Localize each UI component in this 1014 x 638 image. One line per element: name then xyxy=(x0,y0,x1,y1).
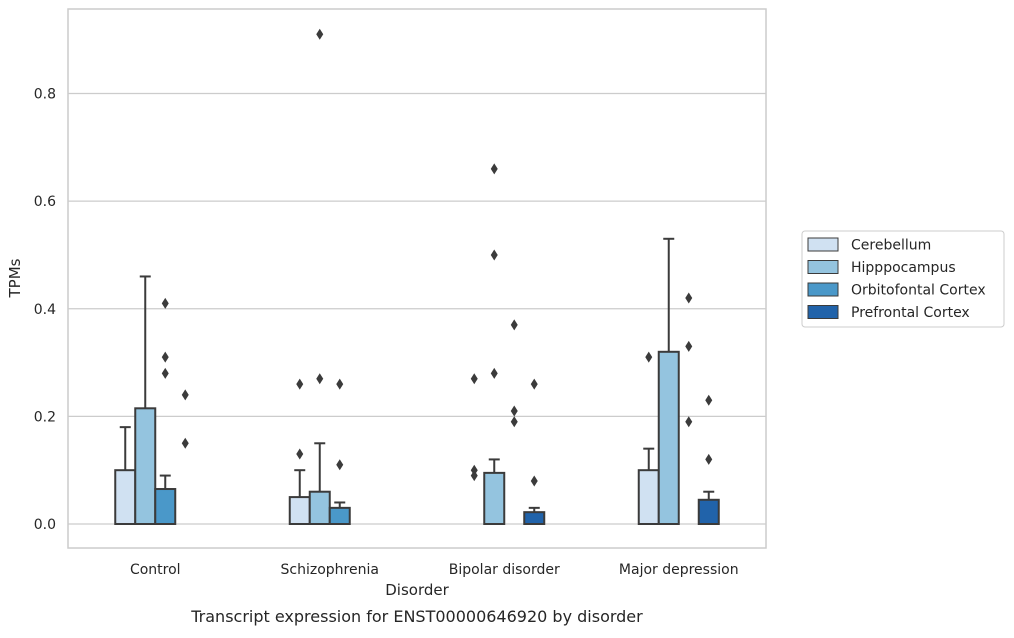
outlier-point xyxy=(530,475,538,487)
outlier-point xyxy=(705,394,713,406)
y-axis-label: TPMs xyxy=(6,258,24,298)
outlier-point xyxy=(470,373,478,385)
outlier-point xyxy=(510,405,518,417)
x-tick-labels: Control Schizophrenia Bipolar disorder Majo… xyxy=(130,562,739,578)
outlier-point xyxy=(685,292,693,304)
legend-label: Hipppocampus xyxy=(851,260,956,276)
outlier-point xyxy=(510,319,518,331)
outlier-point xyxy=(470,470,478,482)
x-tick-label: Schizophrenia xyxy=(281,562,379,578)
bar xyxy=(483,471,506,525)
bar xyxy=(523,511,546,526)
y-tick-labels: 0.0 0.2 0.4 0.6 0.8 xyxy=(34,87,56,534)
x-tick-label: Bipolar disorder xyxy=(449,562,560,578)
outlier-point xyxy=(510,416,518,428)
legend-swatch xyxy=(807,305,839,319)
outlier-point xyxy=(336,459,344,471)
legend-label: Prefrontal Cortex xyxy=(851,305,970,321)
bar xyxy=(288,496,311,525)
y-tick-label: 0.2 xyxy=(34,409,56,425)
outlier-point xyxy=(645,351,653,363)
outlier-point xyxy=(161,351,169,363)
outlier-point xyxy=(316,373,324,385)
outlier-point xyxy=(296,448,304,460)
outlier-point xyxy=(685,340,693,352)
x-tick-label: Major depression xyxy=(619,562,739,578)
bar xyxy=(657,350,680,525)
x-tick-label: Control xyxy=(130,562,181,578)
bar xyxy=(114,469,137,525)
bar xyxy=(697,498,720,525)
outlier-point xyxy=(530,378,538,390)
legend: Cerebellum Hipppocampus Orbitofontal Corte… xyxy=(801,230,1005,328)
bar xyxy=(154,488,177,526)
bar xyxy=(328,506,351,526)
outlier-point xyxy=(161,297,169,309)
x-axis-label: Disorder xyxy=(385,581,449,599)
y-tick-label: 0.6 xyxy=(34,194,56,210)
legend-swatch xyxy=(807,260,839,274)
y-tick-label: 0.8 xyxy=(34,87,56,103)
bar xyxy=(134,407,157,526)
outlier-point xyxy=(490,163,498,175)
outlier-point xyxy=(296,378,304,390)
outlier-point xyxy=(705,453,713,465)
outlier-point xyxy=(181,437,189,449)
outlier-point xyxy=(336,378,344,390)
y-tick-label: 0.0 xyxy=(34,517,56,533)
outlier-point xyxy=(490,249,498,261)
y-tick-label: 0.4 xyxy=(34,302,56,318)
legend-swatch xyxy=(807,282,839,297)
legend-label: Cerebellum xyxy=(851,238,931,254)
bar xyxy=(308,490,331,525)
bar xyxy=(637,469,660,525)
bars xyxy=(114,28,720,526)
outlier-point xyxy=(181,389,189,401)
outlier-point xyxy=(316,28,324,40)
legend-swatch xyxy=(807,237,839,252)
outlier-point xyxy=(161,367,169,379)
outlier-point xyxy=(685,416,693,428)
chart-caption: Transcript expression for ENST0000064692… xyxy=(190,607,643,626)
legend-box xyxy=(801,230,1005,328)
outlier-point xyxy=(490,367,498,379)
legend-label: Orbitofontal Cortex xyxy=(851,283,986,299)
